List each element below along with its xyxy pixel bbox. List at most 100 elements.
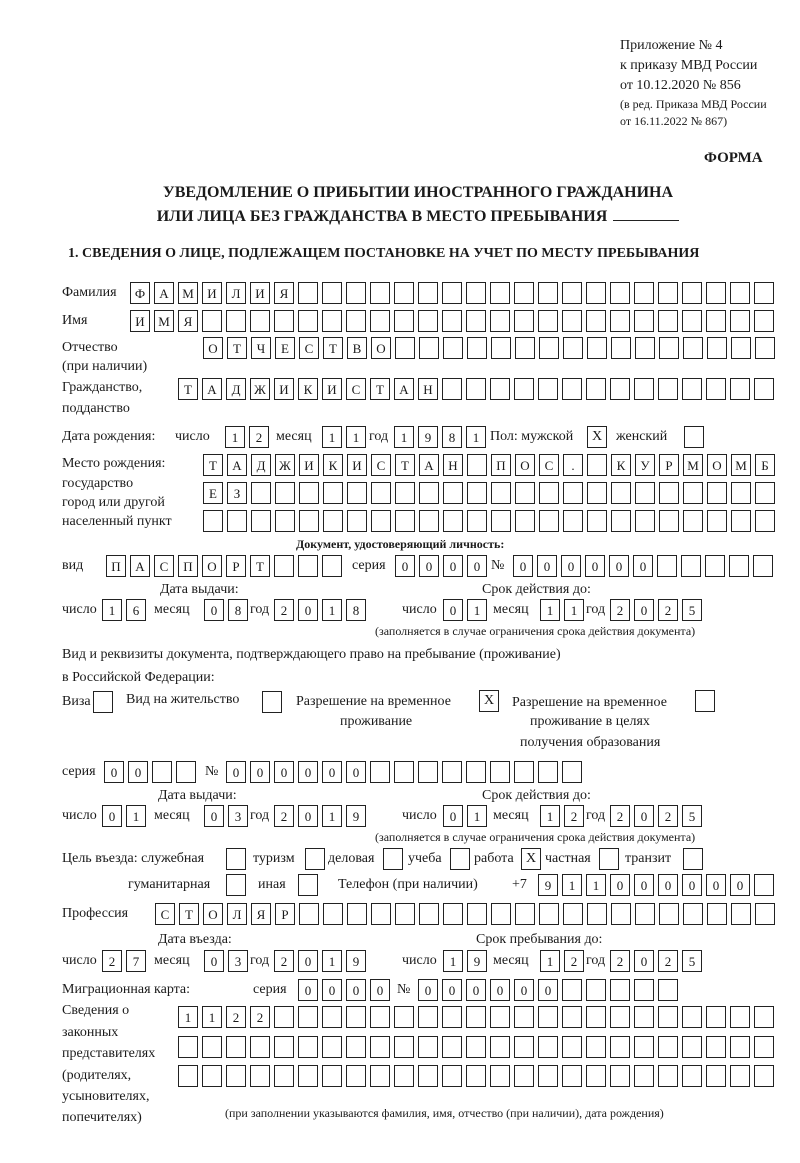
char-cell[interactable] bbox=[730, 310, 750, 332]
char-cell[interactable]: 9 bbox=[467, 950, 487, 972]
char-cell[interactable] bbox=[682, 282, 702, 304]
char-cell[interactable] bbox=[706, 1006, 726, 1028]
char-cell[interactable]: Я bbox=[251, 903, 271, 925]
char-cell[interactable] bbox=[442, 1036, 462, 1058]
char-cell[interactable]: 0 bbox=[298, 950, 318, 972]
char-cell[interactable]: 0 bbox=[370, 979, 390, 1001]
char-cell[interactable]: 0 bbox=[204, 805, 224, 827]
char-cell[interactable] bbox=[250, 310, 270, 332]
char-cell[interactable] bbox=[443, 337, 463, 359]
char-cell[interactable] bbox=[658, 378, 678, 400]
char-cell[interactable] bbox=[467, 454, 487, 476]
char-cell[interactable]: 0 bbox=[682, 874, 702, 896]
char-cell[interactable]: И bbox=[347, 454, 367, 476]
char-cell[interactable] bbox=[658, 282, 678, 304]
char-cell[interactable] bbox=[658, 310, 678, 332]
char-cell[interactable]: 0 bbox=[634, 805, 654, 827]
char-cell[interactable] bbox=[634, 378, 654, 400]
char-cell[interactable] bbox=[490, 1006, 510, 1028]
char-cell[interactable] bbox=[202, 1036, 222, 1058]
char-cell[interactable]: 0 bbox=[395, 555, 415, 577]
char-cell[interactable] bbox=[563, 337, 583, 359]
char-cell[interactable]: О bbox=[203, 337, 223, 359]
char-cell[interactable] bbox=[347, 482, 367, 504]
char-cell[interactable] bbox=[466, 1065, 486, 1087]
char-cell[interactable] bbox=[515, 337, 535, 359]
char-cell[interactable]: Т bbox=[395, 454, 415, 476]
char-cell[interactable]: 0 bbox=[443, 599, 463, 621]
char-cell[interactable]: Р bbox=[226, 555, 246, 577]
char-cell[interactable]: 1 bbox=[225, 426, 245, 448]
char-cell[interactable] bbox=[562, 761, 582, 783]
char-cell[interactable] bbox=[395, 510, 415, 532]
char-cell[interactable]: С bbox=[371, 454, 391, 476]
char-cell[interactable]: С bbox=[155, 903, 175, 925]
char-cell[interactable]: 0 bbox=[634, 950, 654, 972]
char-cell[interactable]: Л bbox=[227, 903, 247, 925]
rep-row-2[interactable] bbox=[178, 1036, 774, 1058]
char-cell[interactable] bbox=[635, 337, 655, 359]
char-cell[interactable]: 2 bbox=[226, 1006, 246, 1028]
char-cell[interactable]: И bbox=[274, 378, 294, 400]
char-cell[interactable] bbox=[490, 378, 510, 400]
char-cell[interactable] bbox=[419, 337, 439, 359]
char-cell[interactable] bbox=[371, 482, 391, 504]
char-cell[interactable] bbox=[274, 1036, 294, 1058]
char-cell[interactable]: 0 bbox=[537, 555, 557, 577]
char-cell[interactable] bbox=[514, 1065, 534, 1087]
char-cell[interactable]: 2 bbox=[274, 950, 294, 972]
char-cell[interactable] bbox=[681, 555, 701, 577]
char-cell[interactable] bbox=[395, 482, 415, 504]
char-cell[interactable]: А bbox=[202, 378, 222, 400]
char-cell[interactable]: Н bbox=[418, 378, 438, 400]
char-cell[interactable]: 9 bbox=[346, 950, 366, 972]
char-cell[interactable] bbox=[251, 510, 271, 532]
char-cell[interactable]: 0 bbox=[298, 599, 318, 621]
char-cell[interactable]: 0 bbox=[610, 874, 630, 896]
char-cell[interactable]: 2 bbox=[610, 599, 630, 621]
char-cell[interactable] bbox=[682, 1036, 702, 1058]
char-cell[interactable]: 1 bbox=[540, 950, 560, 972]
char-cell[interactable]: 0 bbox=[204, 950, 224, 972]
char-cell[interactable] bbox=[299, 903, 319, 925]
char-cell[interactable] bbox=[586, 378, 606, 400]
char-cell[interactable]: 0 bbox=[298, 761, 318, 783]
char-cell[interactable] bbox=[731, 510, 751, 532]
char-cell[interactable]: Б bbox=[755, 454, 775, 476]
char-cell[interactable] bbox=[298, 555, 318, 577]
char-cell[interactable] bbox=[610, 1006, 630, 1028]
char-cell[interactable] bbox=[274, 310, 294, 332]
char-cell[interactable]: 5 bbox=[682, 950, 702, 972]
char-cell[interactable] bbox=[202, 1065, 222, 1087]
char-cell[interactable] bbox=[395, 337, 415, 359]
char-cell[interactable]: Н bbox=[443, 454, 463, 476]
char-cell[interactable]: 0 bbox=[490, 979, 510, 1001]
char-cell[interactable] bbox=[610, 310, 630, 332]
char-cell[interactable]: 9 bbox=[346, 805, 366, 827]
char-cell[interactable] bbox=[729, 555, 749, 577]
char-cell[interactable]: 0 bbox=[298, 979, 318, 1001]
char-cell[interactable] bbox=[299, 482, 319, 504]
temp-residence-checkbox[interactable]: X bbox=[479, 690, 499, 712]
char-cell[interactable] bbox=[659, 510, 679, 532]
char-cell[interactable]: Л bbox=[226, 282, 246, 304]
char-cell[interactable] bbox=[466, 310, 486, 332]
char-cell[interactable]: 1 bbox=[540, 805, 560, 827]
char-cell[interactable] bbox=[370, 282, 390, 304]
char-cell[interactable] bbox=[203, 510, 223, 532]
char-cell[interactable] bbox=[418, 310, 438, 332]
char-cell[interactable] bbox=[442, 310, 462, 332]
char-cell[interactable]: 3 bbox=[228, 805, 248, 827]
char-cell[interactable] bbox=[394, 761, 414, 783]
char-cell[interactable] bbox=[610, 1065, 630, 1087]
char-cell[interactable] bbox=[347, 903, 367, 925]
char-cell[interactable] bbox=[707, 903, 727, 925]
char-cell[interactable]: 2 bbox=[102, 950, 122, 972]
char-cell[interactable] bbox=[514, 1006, 534, 1028]
